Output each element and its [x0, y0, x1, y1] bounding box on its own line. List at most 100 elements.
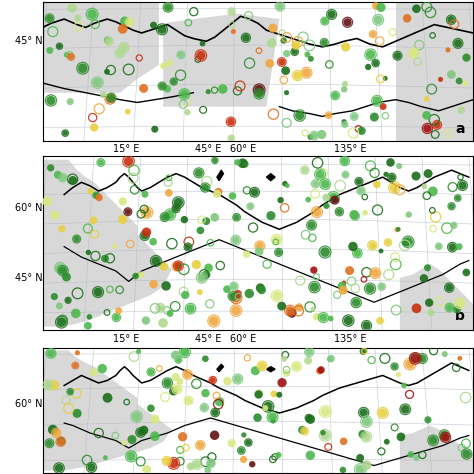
- Point: [194, 55, 201, 63]
- Point: [395, 162, 403, 170]
- Point: [319, 314, 327, 321]
- Point: [325, 111, 332, 119]
- Point: [301, 129, 309, 137]
- Point: [66, 51, 73, 58]
- Point: [197, 52, 205, 59]
- Point: [377, 4, 385, 11]
- Point: [232, 307, 240, 314]
- Point: [440, 431, 448, 439]
- Point: [47, 164, 55, 172]
- Point: [213, 190, 221, 198]
- Point: [243, 250, 250, 258]
- Point: [273, 292, 281, 300]
- Text: 45° E: 45° E: [195, 334, 221, 344]
- Point: [406, 360, 414, 368]
- Point: [344, 18, 351, 26]
- Point: [436, 298, 444, 305]
- Point: [242, 34, 250, 42]
- Point: [448, 243, 456, 251]
- Point: [429, 437, 437, 444]
- Point: [72, 362, 79, 369]
- Point: [346, 267, 354, 274]
- Point: [142, 317, 150, 324]
- Point: [91, 20, 99, 28]
- Point: [174, 262, 182, 270]
- Point: [356, 465, 364, 473]
- Point: [57, 438, 65, 445]
- Point: [182, 97, 190, 105]
- Point: [429, 32, 437, 39]
- Point: [376, 317, 384, 325]
- Point: [323, 202, 330, 210]
- Point: [388, 173, 396, 181]
- Text: 135° E: 135° E: [334, 144, 367, 154]
- Point: [97, 159, 105, 166]
- Point: [437, 75, 444, 83]
- Point: [180, 265, 188, 273]
- Point: [447, 71, 455, 78]
- Point: [158, 26, 166, 33]
- Point: [166, 59, 173, 67]
- Point: [184, 371, 191, 378]
- Point: [340, 85, 348, 93]
- Point: [330, 193, 337, 201]
- Point: [447, 16, 455, 24]
- Point: [321, 248, 329, 256]
- Point: [378, 447, 385, 455]
- Point: [256, 242, 264, 250]
- Point: [413, 454, 420, 462]
- Point: [372, 59, 379, 67]
- Point: [124, 108, 132, 116]
- Point: [321, 18, 328, 25]
- Point: [348, 277, 356, 285]
- Point: [286, 307, 294, 314]
- Point: [372, 2, 380, 10]
- Point: [427, 309, 435, 317]
- Point: [161, 213, 168, 221]
- Point: [310, 266, 318, 274]
- Point: [147, 368, 155, 376]
- Point: [248, 460, 256, 468]
- Point: [173, 263, 181, 270]
- Point: [411, 354, 419, 362]
- Point: [75, 23, 82, 30]
- Point: [47, 97, 55, 104]
- Point: [433, 121, 441, 128]
- Point: [393, 226, 401, 234]
- Point: [320, 39, 328, 46]
- Point: [457, 107, 465, 114]
- Point: [283, 50, 291, 57]
- Point: [211, 431, 219, 439]
- Point: [306, 42, 313, 49]
- Point: [202, 458, 210, 465]
- Point: [133, 413, 140, 420]
- Point: [270, 110, 277, 118]
- Point: [95, 194, 103, 201]
- Point: [367, 51, 374, 58]
- Point: [280, 36, 287, 44]
- Point: [331, 91, 339, 99]
- Point: [394, 371, 402, 378]
- Point: [305, 348, 313, 356]
- Point: [301, 166, 309, 174]
- Point: [431, 131, 439, 138]
- Point: [249, 224, 257, 231]
- Point: [363, 461, 370, 469]
- Point: [273, 292, 281, 300]
- Point: [84, 248, 92, 256]
- Point: [325, 111, 332, 119]
- Point: [352, 299, 360, 306]
- Point: [124, 208, 132, 216]
- Point: [316, 367, 323, 375]
- Point: [209, 376, 217, 384]
- Point: [195, 169, 202, 177]
- Point: [196, 289, 204, 296]
- Point: [308, 221, 315, 229]
- Point: [391, 363, 399, 370]
- Point: [453, 306, 461, 313]
- Point: [230, 283, 237, 290]
- Point: [233, 213, 240, 221]
- Point: [430, 116, 438, 124]
- Point: [179, 433, 186, 440]
- Point: [371, 169, 378, 177]
